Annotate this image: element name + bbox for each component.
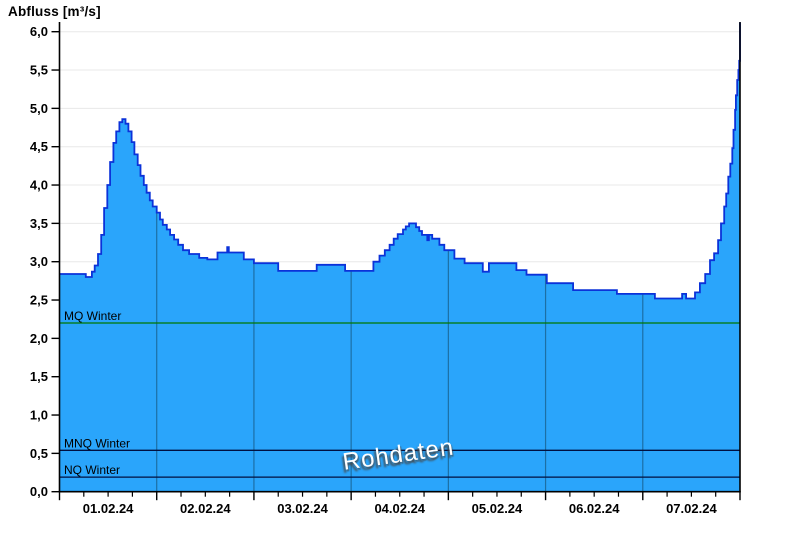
x-tick-label: 05.02.24 — [472, 501, 523, 516]
y-tick-label: 4,5 — [30, 139, 48, 154]
reference-line-labels: MQ Winter MNQ Winter NQ Winter — [64, 309, 130, 477]
y-tick-label: 4,0 — [30, 178, 48, 193]
y-tick-label: 1,0 — [30, 408, 48, 423]
y-tick-label: 2,0 — [30, 331, 48, 346]
x-tick-label: 01.02.24 — [83, 501, 134, 516]
reference-lines — [59, 322, 740, 478]
ref-label-mnq-winter: MNQ Winter — [64, 436, 130, 450]
y-tick-label: 0,5 — [30, 446, 48, 461]
axis-tick-labels: 0,0 0,5 1,0 1,5 2,0 2,5 3,0 3,5 4,0 4,5 5,0 5,5 6,0 0… — [30, 24, 718, 516]
y-tick-label: 1,5 — [30, 369, 48, 384]
x-tick-label: 04.02.24 — [374, 501, 425, 516]
x-tick-label: 06.02.24 — [569, 501, 620, 516]
y-tick-label: 5,0 — [30, 101, 48, 116]
y-tick-label: 3,0 — [30, 254, 48, 269]
y-tick-label: 6,0 — [30, 24, 48, 39]
discharge-area-fill — [59, 22, 740, 492]
y-tick-label: 2,5 — [30, 293, 48, 308]
axis-ticks — [51, 31, 741, 501]
y-tick-label: 0,0 — [30, 484, 48, 499]
ref-label-mq-winter: MQ Winter — [64, 309, 121, 323]
x-tick-label: 03.02.24 — [277, 501, 328, 516]
y-tick-label: 3,5 — [30, 216, 48, 231]
y-tick-label: 5,5 — [30, 63, 48, 78]
chart-title: Abfluss [m³/s] — [8, 4, 101, 19]
discharge-step-line — [59, 22, 741, 300]
x-tick-label: 07.02.24 — [666, 501, 717, 516]
ref-label-nq-winter: NQ Winter — [64, 463, 120, 477]
x-tick-label: 02.02.24 — [180, 501, 231, 516]
